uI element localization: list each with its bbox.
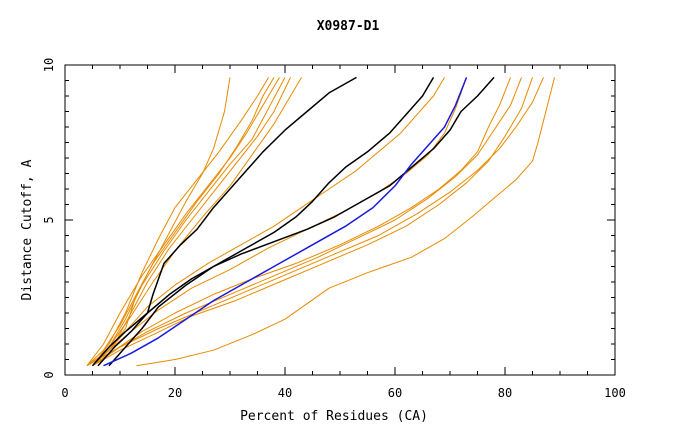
series-line-orange-2 [86,77,275,367]
x-tick-label: 40 [278,386,292,400]
series-line-orange-5 [92,77,291,367]
series-line-black-14 [97,76,357,367]
series-line-orange-10 [86,77,522,367]
y-tick-label: 5 [42,216,56,223]
y-tick-label: 0 [42,371,56,378]
series-line-orange-8 [86,77,467,367]
series-line-orange-4 [92,77,286,367]
chart-title: X0987-D1 [317,19,380,34]
series-line-orange-7 [92,77,445,367]
x-tick-label: 0 [61,386,68,400]
x-axis-label: Percent of Residues (CA) [240,409,428,424]
series-line-orange-0 [92,77,231,367]
x-tick-label: 80 [498,386,512,400]
y-tick-label: 10 [42,58,56,72]
series-line-orange-9 [92,77,511,367]
series-line-black-15 [91,77,435,367]
series-layer [86,76,555,367]
series-line-orange-6 [92,77,302,367]
series-line-orange-3 [86,77,280,367]
ticks-layer: 0 20 40 60 80 100 0 5 10 [42,58,626,400]
series-line-black-16 [108,76,495,367]
x-tick-label: 60 [388,386,402,400]
series-line-orange-13 [136,77,555,367]
series-line-blue-17 [103,77,468,367]
series-line-orange-1 [92,77,269,367]
series-line-orange-11 [92,77,533,367]
x-tick-label: 100 [604,386,626,400]
plot-area: 0 20 40 60 80 100 0 5 10 [42,58,626,400]
y-axis-label: Distance Cutoff, A [20,159,35,300]
x-tick-label: 20 [168,386,182,400]
series-line-orange-12 [92,77,544,367]
